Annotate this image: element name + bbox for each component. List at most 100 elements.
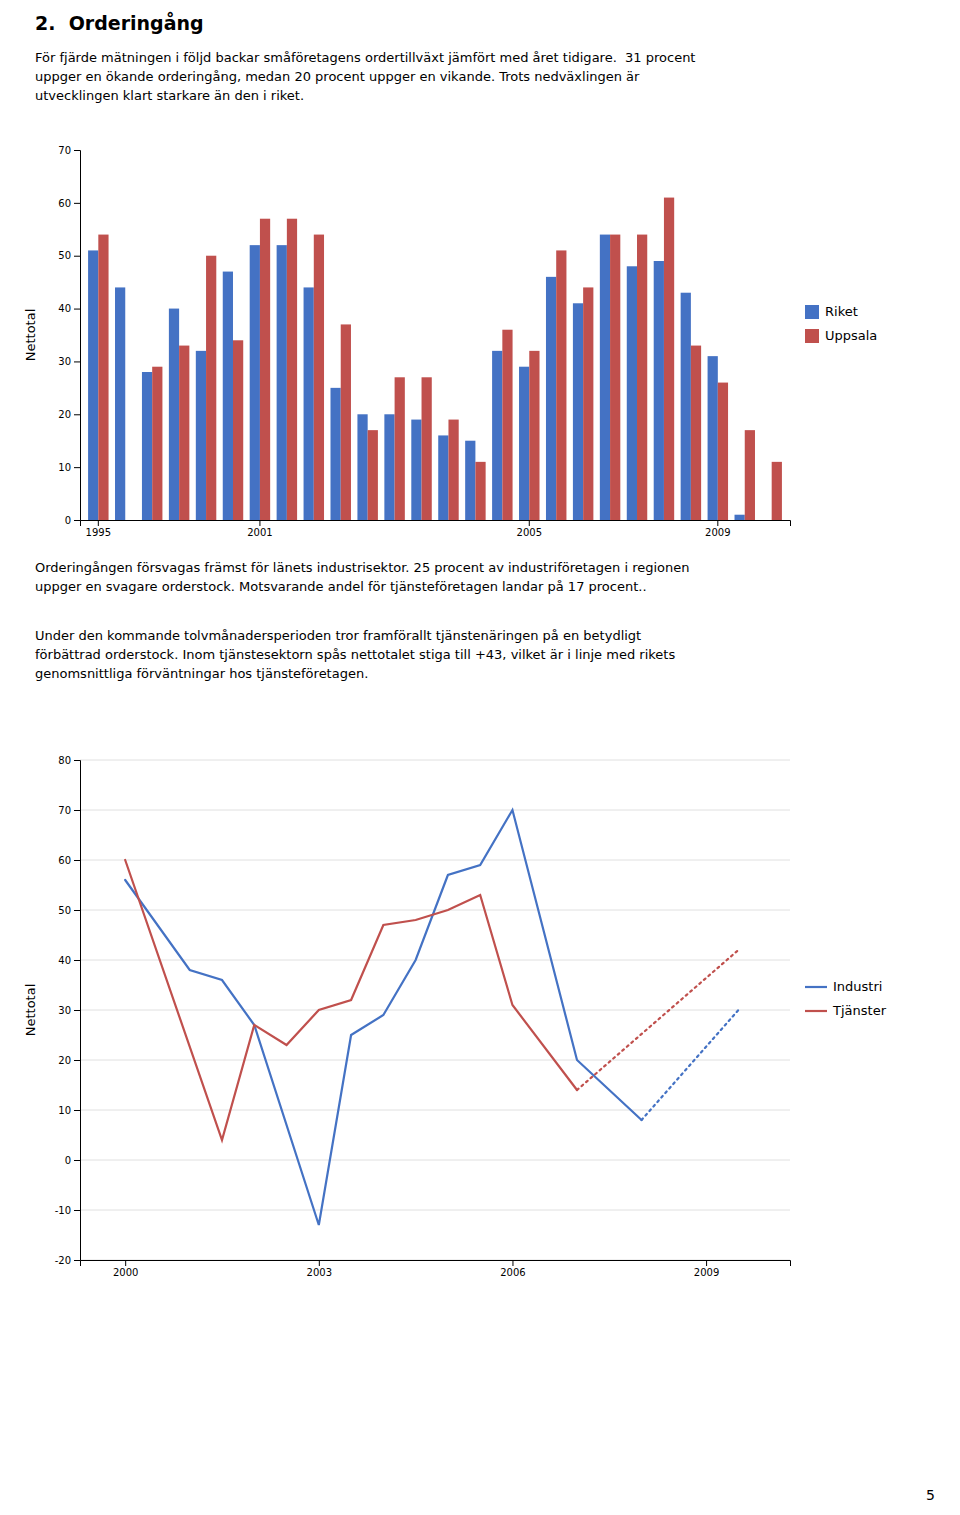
y-axis-title: Nettotal (23, 309, 38, 362)
x-tick-mark (125, 1260, 126, 1266)
bar (196, 351, 206, 520)
legend-swatch (805, 329, 819, 343)
paragraph-line: utvecklingen klart starkare än den i rik… (35, 88, 304, 103)
y-tick-mark (74, 520, 80, 521)
paragraph-line: Orderingången försvagas främst för länet… (35, 560, 690, 575)
y-tick-label: 30 (58, 1005, 71, 1016)
bar (411, 420, 421, 520)
y-tick-mark (74, 1060, 80, 1061)
legend-swatch (805, 305, 819, 319)
y-tick-mark (74, 910, 80, 911)
y-tick: 10 (58, 1105, 80, 1116)
y-tick-mark (74, 1210, 80, 1211)
grid-line (80, 1110, 790, 1111)
bar (438, 435, 448, 520)
legend-label: Riket (825, 304, 858, 319)
y-tick-label: 0 (65, 515, 71, 526)
y-tick-label: 40 (58, 303, 71, 314)
x-tick-mark (717, 520, 718, 526)
grid-line (80, 810, 790, 811)
bar (654, 261, 664, 520)
plot-area (88, 198, 782, 520)
y-tick-label: 80 (58, 755, 71, 766)
bar (502, 330, 512, 520)
y-tick: 60 (58, 198, 80, 209)
legend-item: Uppsala (805, 328, 877, 344)
page: 2. Orderingång För fjärde mätningen i föl… (0, 0, 960, 1515)
bar (314, 235, 324, 520)
bar (152, 367, 162, 520)
bar (98, 235, 108, 520)
bar (448, 420, 458, 520)
bar (88, 250, 98, 520)
x-tick-label: 2005 (517, 527, 542, 538)
y-tick-mark (74, 760, 80, 761)
grid-line (80, 1210, 790, 1211)
y-tick-mark (74, 203, 80, 204)
y-tick: -10 (55, 1205, 80, 1216)
y-tick-label: 50 (58, 250, 71, 261)
legend-label: Tjänster (832, 1003, 887, 1018)
bar (691, 346, 701, 520)
bar (384, 414, 394, 520)
y-tick-mark (74, 1160, 80, 1161)
x-tick-mark (706, 1260, 707, 1266)
chart: -20-1001020304050607080Nettotal200020032… (23, 755, 887, 1278)
y-tick: 50 (58, 250, 80, 261)
x-tick: 2009 (705, 520, 730, 538)
paragraph-line: förbättrad orderstock. Inom tjänstesekto… (35, 647, 675, 662)
y-tick-label: 70 (58, 805, 71, 816)
y-tick: 80 (58, 755, 80, 766)
y-axis: 010203040506070 (58, 145, 80, 526)
bar (546, 277, 556, 520)
y-tick-mark (74, 414, 80, 415)
bar (287, 219, 297, 520)
y-tick-label: -20 (55, 1255, 71, 1266)
y-tick-label: 30 (58, 356, 71, 367)
y-tick-label: 60 (58, 855, 71, 866)
grid-line (80, 860, 790, 861)
bar (206, 256, 216, 520)
y-tick: 50 (58, 905, 80, 916)
y-tick: 60 (58, 855, 80, 866)
paragraph-line: uppger en svagare orderstock. Motsvarand… (35, 579, 647, 594)
bar (233, 340, 243, 520)
bar (357, 414, 367, 520)
y-tick-mark (74, 361, 80, 362)
y-tick: 20 (58, 409, 80, 420)
bar (718, 383, 728, 520)
y-tick: 40 (58, 955, 80, 966)
legend-label: Uppsala (825, 328, 877, 343)
y-tick-mark (74, 256, 80, 257)
paragraph-line: genomsnittliga förväntningar hos tjänste… (35, 666, 368, 681)
bar (627, 266, 637, 520)
bar (610, 235, 620, 520)
grid-line (80, 1010, 790, 1011)
line-series (642, 1010, 739, 1120)
legend-item: Tjänster (805, 1003, 887, 1018)
y-axis-title: Nettotal (23, 984, 38, 1037)
page-number: 5 (926, 1487, 935, 1503)
y-axis-line (74, 151, 81, 521)
x-tick-label: 2003 (307, 1267, 332, 1278)
legend-label: Industri (833, 979, 882, 994)
y-tick-label: 20 (58, 1055, 71, 1066)
grid-line (80, 1060, 790, 1061)
paragraph-line: För fjärde mätningen i följd backar småf… (35, 50, 695, 65)
bar (600, 235, 610, 520)
grid-line (80, 760, 790, 761)
bar (330, 388, 340, 520)
y-tick-label: 50 (58, 905, 71, 916)
x-tick-label: 2006 (500, 1267, 525, 1278)
x-tick: 2009 (694, 1260, 719, 1278)
x-axis-line (81, 521, 791, 527)
legend-swatch (805, 1010, 827, 1012)
bar (664, 198, 674, 520)
x-tick-label: 2009 (694, 1267, 719, 1278)
bar (395, 377, 405, 520)
bar (142, 372, 152, 520)
paragraph: För fjärde mätningen i följd backar småf… (35, 50, 695, 103)
y-tick: 40 (58, 303, 80, 314)
bar (772, 462, 782, 520)
page-title: 2. Orderingång (35, 11, 204, 34)
